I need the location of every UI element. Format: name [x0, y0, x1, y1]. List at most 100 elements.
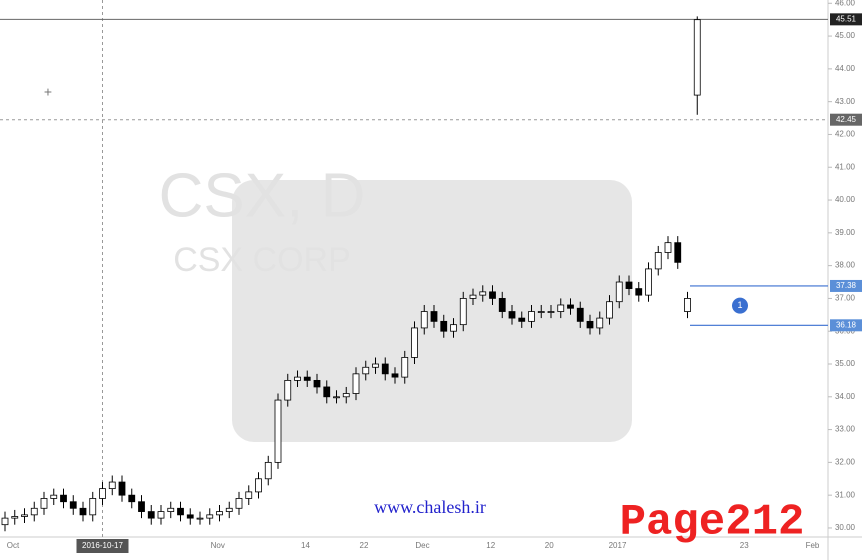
- candle-body: [480, 292, 486, 295]
- candle-body: [168, 508, 174, 511]
- candle-body: [295, 377, 301, 380]
- candle-body: [334, 397, 340, 398]
- candle-body: [412, 328, 418, 358]
- candle-body: [109, 482, 115, 489]
- y-tick-label: 38.00: [835, 261, 856, 270]
- candle-body: [314, 380, 320, 387]
- candle-body: [509, 312, 515, 319]
- candle-body: [353, 374, 359, 394]
- y-tick-label: 31.00: [835, 490, 856, 499]
- candle-body: [217, 512, 223, 515]
- candle-body: [441, 321, 447, 331]
- x-tick-label: Feb: [806, 541, 820, 550]
- candle-body: [178, 508, 184, 515]
- y-tick-label: 37.00: [835, 294, 856, 303]
- y-tick-label: 45.00: [835, 31, 856, 40]
- candle-body: [22, 515, 28, 517]
- candle-body: [275, 400, 281, 462]
- candle-body: [607, 302, 613, 318]
- candle-body: [597, 318, 603, 328]
- x-tick-label: Oct: [7, 541, 20, 550]
- candle-body: [304, 377, 310, 380]
- candle-body: [626, 282, 632, 289]
- candle-body: [451, 325, 457, 332]
- company-watermark: CSX CORP: [173, 241, 351, 279]
- y-tick-label: 44.00: [835, 64, 856, 73]
- candle-body: [70, 502, 76, 509]
- y-tick-label: 42.00: [835, 130, 856, 139]
- candle-body: [51, 495, 57, 498]
- cursor-icon: +: [44, 84, 52, 100]
- y-tick-label: 39.00: [835, 228, 856, 237]
- candle-body: [119, 482, 125, 495]
- candle-body: [187, 515, 193, 518]
- candle-body: [548, 312, 554, 313]
- candle-body: [499, 298, 505, 311]
- page-label: Page212: [620, 498, 805, 548]
- candle-body: [558, 305, 564, 312]
- y-tick-label: 43.00: [835, 97, 856, 106]
- candle-body: [31, 508, 37, 515]
- candle-body: [256, 479, 262, 492]
- candle-body: [129, 495, 135, 502]
- candle-body: [158, 512, 164, 519]
- candle-body: [343, 394, 349, 397]
- range-marker-label: 1: [737, 300, 742, 310]
- candle-body: [490, 292, 496, 299]
- symbol-watermark: CSX, D: [159, 161, 366, 230]
- candle-body: [460, 298, 466, 324]
- x-tick-label: 23: [740, 541, 749, 550]
- candle-body: [41, 498, 47, 508]
- candle-body: [529, 312, 535, 322]
- candle-body: [675, 243, 681, 263]
- candle-body: [655, 253, 661, 269]
- candle-body: [577, 308, 583, 321]
- x-tick-label: 12: [486, 541, 495, 550]
- candle-body: [90, 498, 96, 514]
- x-tick-label: 14: [301, 541, 310, 550]
- site-url: www.chalesh.ir: [374, 497, 486, 517]
- y-tick-label: 32.00: [835, 457, 856, 466]
- candle-body: [646, 269, 652, 295]
- x-tick-label: Dec: [415, 541, 429, 550]
- last-price-label: 45.51: [836, 14, 857, 23]
- x-tick-label: 2016-10-17: [82, 541, 123, 550]
- chart: CSX, D CSX CORP + www.chalesh.ir Page212…: [0, 0, 862, 560]
- candle-body: [236, 498, 242, 508]
- candle-body: [665, 243, 671, 253]
- candle-body: [265, 462, 271, 478]
- y-tick-label: 46.00: [835, 0, 856, 7]
- range-price-label: 36.18: [836, 320, 857, 329]
- x-tick-label: 20: [545, 541, 554, 550]
- candle-body: [80, 508, 86, 515]
- candle-body: [373, 364, 379, 367]
- candle-body: [226, 508, 232, 511]
- candle-body: [421, 312, 427, 328]
- candle-body: [392, 374, 398, 377]
- candle-body: [197, 518, 203, 519]
- candle-body: [470, 295, 476, 298]
- candle-body: [100, 489, 106, 499]
- y-tick-label: 35.00: [835, 359, 856, 368]
- candle-body: [402, 357, 408, 377]
- candle-body: [285, 380, 291, 400]
- candle-body: [207, 515, 213, 518]
- candle-body: [694, 20, 700, 95]
- y-tick-label: 33.00: [835, 425, 856, 434]
- x-tick-label: Nov: [211, 541, 225, 550]
- candle-body: [324, 387, 330, 397]
- candle-body: [587, 321, 593, 328]
- candle-body: [568, 305, 574, 308]
- y-tick-label: 34.00: [835, 392, 856, 401]
- candle-body: [616, 282, 622, 302]
- candle-body: [685, 298, 691, 311]
- candle-body: [519, 318, 525, 321]
- candle-body: [382, 364, 388, 374]
- candle-body: [538, 312, 544, 313]
- crosshair-price-label: 42.45: [836, 115, 857, 124]
- candle-body: [636, 289, 642, 296]
- candle-body: [12, 516, 18, 518]
- y-tick-label: 30.00: [835, 523, 856, 532]
- x-tick-label: 22: [360, 541, 369, 550]
- candle-body: [246, 492, 252, 499]
